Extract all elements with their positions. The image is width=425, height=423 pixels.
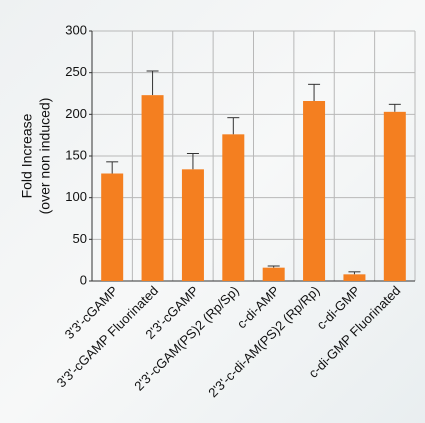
y-tick-label: 250 [65,64,87,79]
y-axis-label: (over non induced) [37,98,53,215]
y-tick-label: 100 [65,189,87,204]
bar [383,111,406,281]
bar [141,95,164,282]
bar [101,173,124,281]
bar [303,101,326,281]
bar [181,169,204,281]
y-tick-label: 50 [73,231,87,246]
y-tick-label: 0 [80,272,87,287]
y-tick-label: 200 [65,106,87,121]
bar [222,134,245,281]
bar [262,267,285,281]
y-tick-label: 150 [65,147,87,162]
bar [343,274,366,281]
y-tick-label: 300 [65,22,87,37]
y-axis-label: Fold Increase [19,113,35,198]
